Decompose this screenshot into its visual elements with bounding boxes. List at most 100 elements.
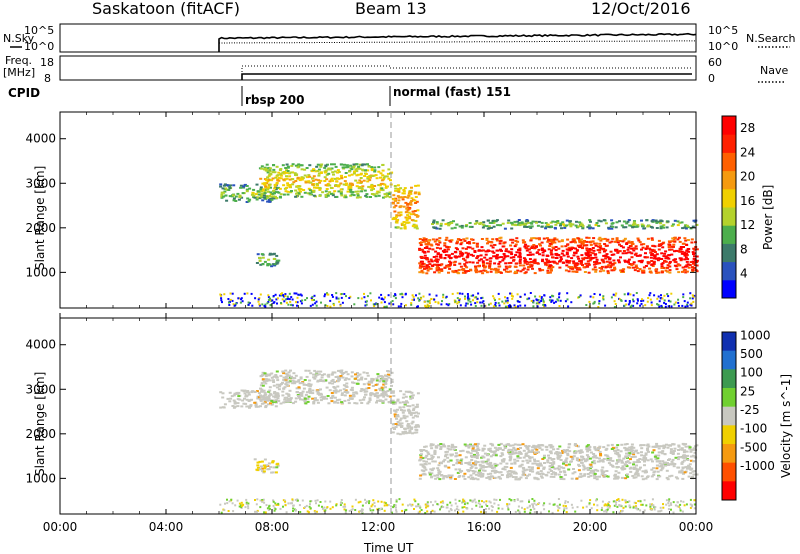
echo-cell xyxy=(652,261,656,264)
echo-cell xyxy=(330,400,334,403)
clutter-cell xyxy=(333,304,335,307)
echo-cell xyxy=(459,243,463,246)
echo-cell xyxy=(524,444,528,447)
clutter-cell xyxy=(439,508,441,511)
echo-cell xyxy=(500,256,503,259)
echo-cell xyxy=(604,244,608,247)
echo-cell xyxy=(555,262,559,265)
noise-sky-series xyxy=(218,32,697,52)
echo-cell xyxy=(561,221,565,224)
echo-cell xyxy=(528,456,531,459)
echo-cell xyxy=(398,422,402,425)
echo-cell xyxy=(414,214,418,216)
clutter-cell xyxy=(632,304,635,307)
echo-cell xyxy=(405,219,409,222)
echo-cell xyxy=(556,222,560,224)
echo-cell xyxy=(637,461,641,463)
echo-cell xyxy=(486,219,490,222)
echo-cell xyxy=(650,220,654,223)
echo-cell xyxy=(662,444,666,447)
echo-cell xyxy=(443,266,447,269)
echo-cell xyxy=(605,447,609,450)
echo-cell xyxy=(689,450,693,453)
echo-cell xyxy=(595,222,599,224)
clutter-cell xyxy=(399,305,402,308)
echo-cell xyxy=(516,456,520,459)
echo-cell xyxy=(662,462,666,464)
echo-cell xyxy=(567,265,571,268)
echo-cell xyxy=(228,391,232,394)
clutter-cell xyxy=(566,298,569,301)
echo-cell xyxy=(667,245,671,248)
echo-cell xyxy=(554,249,558,252)
echo-cell xyxy=(267,179,271,181)
echo-cell xyxy=(554,452,557,455)
echo-cell xyxy=(530,456,534,459)
y-tick-label: 4000 xyxy=(25,132,56,146)
echo-cell xyxy=(674,456,678,459)
echo-cell xyxy=(339,190,343,193)
echo-cell xyxy=(460,241,464,244)
echo-cell xyxy=(396,415,400,418)
echo-cell xyxy=(598,251,602,254)
clutter-cell xyxy=(607,502,610,505)
echo-cell xyxy=(343,378,347,381)
echo-cell xyxy=(269,191,273,194)
echo-cell xyxy=(292,380,296,383)
echo-cell xyxy=(685,249,689,252)
clutter-cell xyxy=(528,500,530,503)
clutter-cell xyxy=(247,303,250,306)
echo-cell xyxy=(256,190,260,193)
echo-cell xyxy=(514,224,518,227)
echo-cell xyxy=(564,461,568,464)
clutter-cell xyxy=(304,299,307,301)
echo-cell xyxy=(396,184,400,187)
date-title: 12/Oct/2016 xyxy=(591,0,691,18)
echo-cell xyxy=(281,381,284,384)
echo-cell xyxy=(664,462,668,465)
echo-cell xyxy=(573,265,577,268)
echo-cell xyxy=(286,190,290,193)
echo-cell xyxy=(558,266,562,269)
echo-cell xyxy=(275,386,279,389)
echo-cell xyxy=(512,452,516,455)
echo-cell xyxy=(423,254,427,257)
echo-cell xyxy=(382,176,386,179)
clutter-cell xyxy=(556,298,559,301)
echo-cell xyxy=(315,371,318,374)
echo-cell xyxy=(596,249,600,252)
echo-cell xyxy=(677,466,681,469)
echo-cell xyxy=(411,404,415,407)
echo-cell xyxy=(373,394,377,397)
echo-cell xyxy=(267,468,271,471)
echo-cell xyxy=(314,375,318,378)
clutter-cell xyxy=(473,296,476,299)
clutter-cell xyxy=(673,303,676,306)
echo-cell xyxy=(579,222,583,225)
echo-cell xyxy=(528,261,531,264)
echo-cell xyxy=(693,456,697,459)
echo-cell xyxy=(606,270,610,273)
echo-cell xyxy=(222,191,226,194)
echo-cell xyxy=(286,193,290,196)
clutter-cell xyxy=(441,300,443,303)
echo-cell xyxy=(492,451,496,454)
echo-cell xyxy=(623,446,627,449)
echo-cell xyxy=(343,394,347,397)
echo-cell xyxy=(276,186,280,189)
echo-cell xyxy=(228,185,231,188)
echo-cell xyxy=(591,461,595,464)
echo-cell xyxy=(651,460,654,463)
echo-cell xyxy=(584,252,588,255)
echo-cell xyxy=(685,467,689,470)
echo-cell xyxy=(237,391,241,394)
echo-cell xyxy=(408,429,412,432)
echo-cell xyxy=(266,196,270,199)
echo-cell xyxy=(345,382,349,385)
clutter-cell xyxy=(229,292,232,295)
echo-cell xyxy=(370,377,374,380)
clutter-cell xyxy=(261,303,264,306)
echo-cell xyxy=(413,431,417,434)
echo-cell xyxy=(485,239,489,241)
echo-cell xyxy=(437,469,441,472)
